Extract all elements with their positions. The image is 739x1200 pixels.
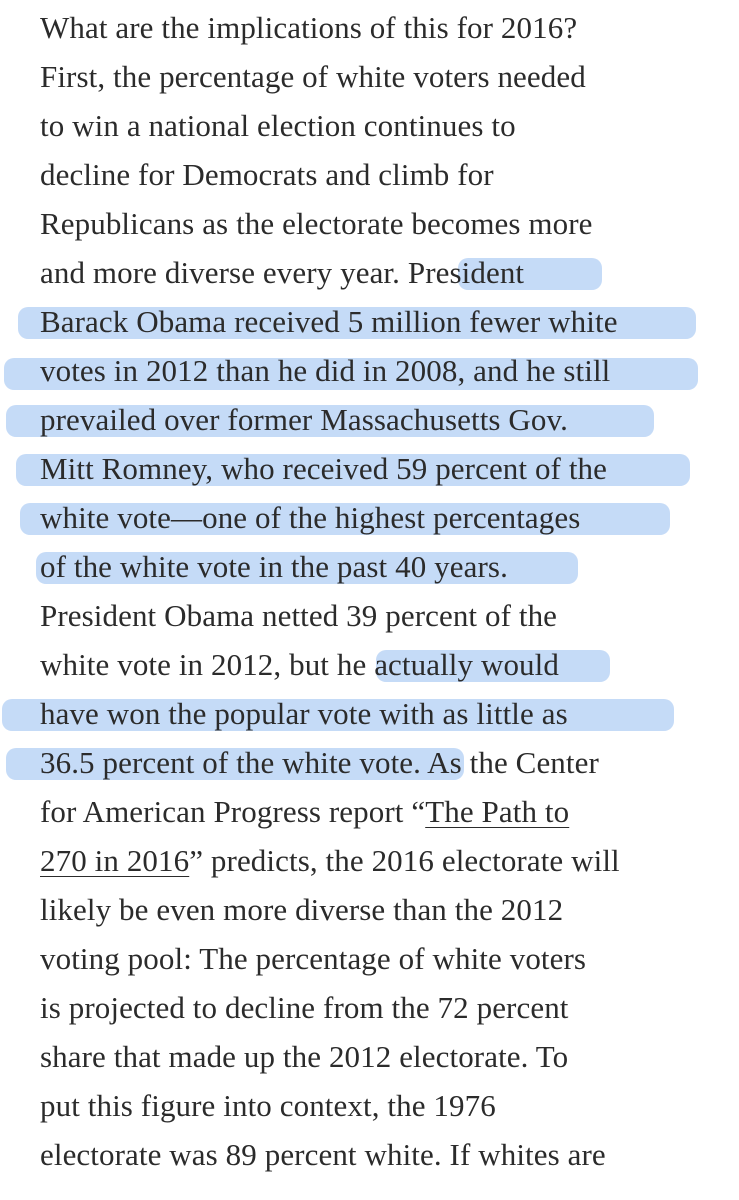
text-line: is projected to decline from the 72 perc… (40, 983, 720, 1032)
text-line: prevailed over former Massachusetts Gov. (6, 395, 720, 444)
text-run: to win a national election continues to (40, 108, 516, 143)
highlighted-text: white vote—one of the highest percentage… (40, 500, 581, 535)
text-line: have won the popular vote with as little… (2, 689, 720, 738)
text-line: put this figure into context, the 1976 (40, 1081, 720, 1130)
highlight-mark (16, 454, 690, 486)
text-line: electorate was 89 percent white. If whit… (40, 1130, 720, 1179)
text-line: 270 in 2016” predicts, the 2016 electora… (40, 836, 720, 885)
report-link[interactable]: The Path to (425, 794, 570, 829)
highlight-mark (6, 405, 654, 437)
text-run: and more diverse every year. (40, 255, 408, 290)
text-run: for American Progress report “ (40, 794, 426, 829)
text-line: to win a national election continues to (40, 101, 720, 150)
text-run: President Obama netted 39 percent of the (40, 598, 558, 633)
text-line: 36.5 percent of the white vote. As the C… (6, 738, 720, 787)
highlighted-text: President (407, 255, 525, 290)
highlighted-text: 36.5 percent of the white vote (40, 745, 414, 780)
text-run: likely be even more diverse than the 201… (40, 892, 564, 927)
highlighted-text: e actually would (352, 647, 559, 682)
highlighted-text: Mitt Romney, who received 59 percent of … (40, 451, 608, 486)
highlighted-text: have won the popular vote with as little… (40, 696, 568, 731)
text-line: Mitt Romney, who received 59 percent of … (16, 444, 720, 493)
text-run: voting pool: The percentage of white vot… (40, 941, 587, 976)
clipped-next-line (40, 1186, 700, 1200)
text-line: of the white vote in the past 40 years. (36, 542, 720, 591)
text-run: . As the Center (413, 745, 599, 780)
highlighted-text: prevailed over former Massachusetts Gov. (40, 402, 568, 437)
highlight-mark (458, 258, 602, 290)
highlight-mark (36, 552, 578, 584)
text-line: likely be even more diverse than the 201… (40, 885, 720, 934)
text-line: votes in 2012 than he did in 2008, and h… (4, 346, 720, 395)
text-line: Barack Obama received 5 million fewer wh… (18, 297, 720, 346)
highlight-mark (6, 748, 464, 780)
text-line: voting pool: The percentage of white vot… (40, 934, 720, 983)
text-line: share that made up the 2012 electorate. … (40, 1032, 720, 1081)
highlight-mark (20, 503, 670, 535)
text-line: What are the implications of this for 20… (40, 3, 720, 52)
article-body: What are the implications of this for 20… (2, 3, 720, 1179)
text-line: and more diverse every year. President (40, 248, 720, 297)
highlighted-text: of the white vote in the past 40 years (40, 549, 501, 584)
report-link[interactable]: 270 in 2016 (40, 843, 190, 878)
text-run: is projected to decline from the 72 perc… (40, 990, 569, 1025)
text-line: First, the percentage of white voters ne… (40, 52, 720, 101)
text-run: What are the implications of this for 20… (40, 10, 578, 45)
text-line: Republicans as the electorate becomes mo… (40, 199, 720, 248)
highlight-mark (376, 650, 610, 682)
highlight-mark (2, 699, 674, 731)
text-line: white vote in 2012, but he actually woul… (40, 640, 720, 689)
text-run: . (500, 549, 508, 584)
text-run: ” predicts, the 2016 electorate will (189, 843, 620, 878)
highlighted-text: Barack Obama received 5 million fewer wh… (40, 304, 618, 339)
text-line: for American Progress report “The Path t… (40, 787, 720, 836)
highlight-mark (4, 358, 698, 390)
text-run: First, the percentage of white voters ne… (40, 59, 586, 94)
text-line: white vote—one of the highest percentage… (20, 493, 720, 542)
text-run: electorate was 89 percent white. If whit… (40, 1137, 606, 1172)
highlighted-text: votes in 2012 than he did in 2008, and h… (40, 353, 611, 388)
text-line: President Obama netted 39 percent of the (40, 591, 720, 640)
clipped-text (40, 1188, 700, 1200)
text-run: white vote in 2012, but h (40, 647, 353, 682)
text-run: Republicans as the electorate becomes mo… (40, 206, 593, 241)
text-line: decline for Democrats and climb for (40, 150, 720, 199)
text-run: put this figure into context, the 1976 (40, 1088, 496, 1123)
highlight-mark (18, 307, 696, 339)
text-run: decline for Democrats and climb for (40, 157, 494, 192)
text-run: share that made up the 2012 electorate. … (40, 1039, 569, 1074)
